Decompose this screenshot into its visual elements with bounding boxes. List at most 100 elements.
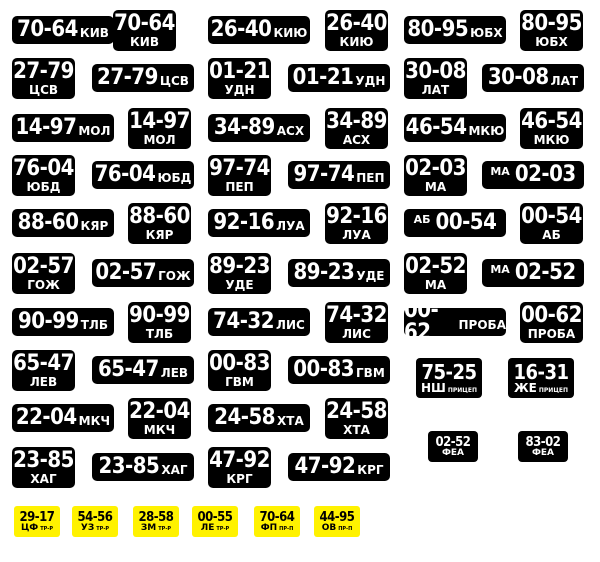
plate-number: 97-74: [293, 162, 355, 187]
plate-series-row: ЦФ ТР-Р: [21, 523, 53, 533]
license-plate: 80-95 ЮБХ: [404, 16, 506, 44]
plate-series: ХАГ: [30, 472, 57, 486]
plate-series: ЮБД: [26, 180, 61, 194]
plate-number: 92-16: [326, 204, 387, 229]
license-plate: АБ 00-54: [404, 209, 506, 237]
license-plate: 44-95 ОВ ПР-П: [314, 506, 360, 537]
license-plate: 80-95 ЮБХ: [520, 10, 583, 51]
license-plate: 02-57 ГОЖ: [92, 259, 194, 287]
plate-number: 02-52: [405, 254, 466, 279]
plate-series: УДЕ: [225, 278, 254, 292]
license-plate: 26-40 КИЮ: [208, 16, 310, 44]
plate-series: ХАГ: [161, 462, 188, 477]
plate-series: УДН: [355, 73, 386, 88]
plate-series: КЯР: [80, 218, 109, 233]
plate-series-row: ОВ ПР-П: [322, 523, 353, 533]
plate-number: 80-95: [407, 17, 469, 42]
plate-number: 00-83: [293, 357, 355, 382]
plate-series: ЛУА: [342, 228, 371, 242]
plate-number: 00-62: [521, 303, 582, 328]
plate-number: 16-31: [513, 360, 569, 384]
plate-number: 01-21: [209, 59, 270, 84]
plate-number: 34-89: [326, 109, 387, 134]
license-plate: 24-58 ХТА: [208, 404, 310, 432]
plate-series: МОЛ: [143, 133, 176, 147]
plate-series: УДН: [224, 83, 255, 97]
plate-series: ФЕА: [441, 447, 465, 458]
license-plate: 70-64 ФП ПР-П: [254, 506, 300, 537]
plate-series: ЛЕВ: [160, 365, 189, 380]
plate-number: 44-95: [319, 509, 355, 525]
plate-number: 23-85: [98, 454, 160, 479]
license-plate: 70-64 КИВ: [113, 10, 176, 51]
plate-series: КЯР: [145, 228, 174, 242]
license-plate: 00-54 АБ: [520, 203, 583, 244]
plate-series: ТЛБ: [80, 317, 109, 332]
license-plate: 54-56 УЗ ТР-Р: [72, 506, 118, 537]
license-plate: 90-99 ТЛБ: [128, 302, 191, 343]
plate-number: 00-55: [197, 509, 233, 525]
license-plate: 26-40 КИЮ: [325, 10, 388, 51]
plate-number: 14-97: [129, 109, 190, 134]
plate-number: 02-57: [95, 260, 157, 285]
license-plate: 97-74 ПЕП: [208, 155, 271, 196]
license-plate: 23-85 ХАГ: [92, 453, 194, 481]
plate-number: 89-23: [293, 260, 355, 285]
plate-number: 70-64: [114, 11, 175, 36]
plate-series: ЛЕ: [200, 522, 215, 533]
plate-series: ХТА: [343, 423, 370, 437]
license-plate: 02-52 МА: [404, 253, 467, 294]
plate-number: 28-58: [138, 509, 174, 525]
license-plate: 24-58 ХТА: [325, 398, 388, 439]
plate-number: 02-52: [435, 434, 471, 450]
plate-number: 65-47: [13, 351, 74, 376]
plate-series: ЮБХ: [470, 25, 503, 40]
license-plate: 02-57 ГОЖ: [12, 253, 75, 294]
plate-series: МКЮ: [533, 133, 570, 147]
plate-number: 76-04: [94, 162, 156, 187]
license-plate: 00-83 ГВМ: [208, 350, 271, 391]
plate-series-row: ЖЕ ПРИЦЕП: [514, 382, 568, 394]
plate-series: МА: [424, 278, 447, 292]
plate-number: 00-83: [209, 351, 270, 376]
plate-series: ЗМ: [140, 522, 157, 533]
plate-type: ТР-Р: [216, 525, 230, 532]
license-plate: 30-08 ЛАТ: [404, 58, 467, 99]
plate-series: МОЛ: [78, 123, 111, 138]
plate-number: 70-64: [259, 509, 295, 525]
license-plate: 83-02 ФЕА: [518, 431, 568, 462]
license-plate: 28-58 ЗМ ТР-Р: [133, 506, 179, 537]
plate-number: 83-02: [525, 434, 561, 450]
plate-type: ПР-П: [338, 525, 353, 532]
plate-series: АБ: [413, 212, 431, 226]
plate-number: 27-79: [13, 59, 74, 84]
plate-number: 89-23: [209, 254, 270, 279]
plate-series: АБ: [542, 228, 561, 242]
license-plate: 23-85 ХАГ: [12, 447, 75, 488]
plate-number: 00-54: [521, 204, 582, 229]
plate-series: УДЕ: [356, 268, 385, 283]
license-plate: 92-16 ЛУА: [208, 209, 310, 237]
plate-number: 74-32: [213, 309, 274, 334]
license-plate: 00-62 ПРОБА: [404, 300, 506, 344]
plate-series: ПРОБА: [458, 317, 506, 332]
plate-series: ЛУА: [276, 218, 305, 233]
license-plate: 74-32 ЛИС: [208, 308, 310, 336]
plate-number: 02-03: [514, 162, 576, 187]
plate-number: 02-03: [405, 156, 466, 181]
plate-number: 14-97: [15, 115, 77, 140]
license-plate: 46-54 МКЮ: [404, 114, 506, 142]
plate-series: ТЛБ: [145, 327, 174, 341]
plate-number: 22-04: [129, 399, 190, 424]
license-plate: 02-03 МА: [404, 155, 467, 196]
plate-number: 54-56: [77, 509, 113, 525]
plate-series: КИЮ: [273, 25, 308, 40]
plate-number: 90-99: [17, 309, 79, 334]
license-plate: 90-99 ТЛБ: [12, 308, 114, 336]
plate-number: 23-85: [13, 448, 74, 473]
plate-series: ЛАТ: [550, 73, 579, 88]
plate-number: 97-74: [209, 156, 270, 181]
plate-series: ГОЖ: [27, 278, 60, 292]
license-plate: 75-25 НШ ПРИЦЕП: [416, 358, 482, 398]
plate-series: ГВМ: [225, 375, 254, 389]
